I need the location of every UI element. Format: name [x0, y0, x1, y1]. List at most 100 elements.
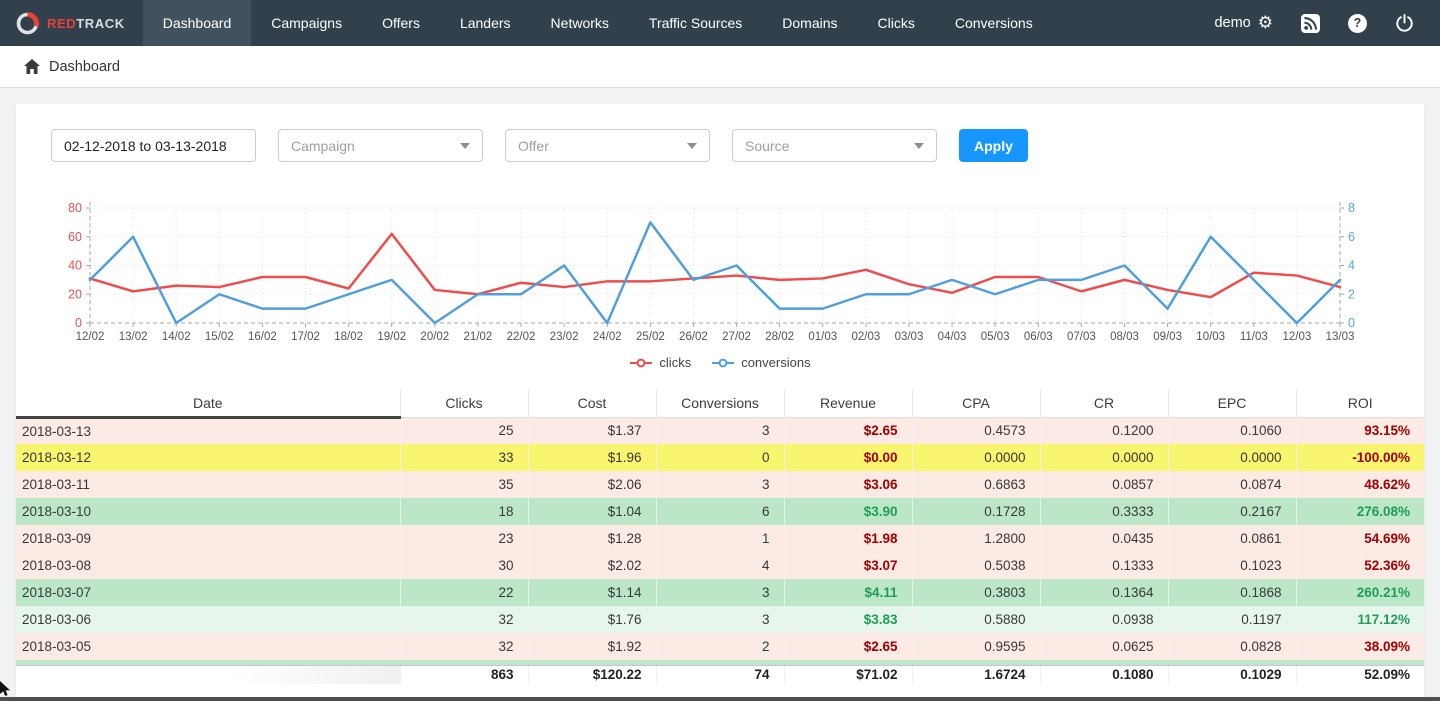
column-header-clicks[interactable]: Clicks: [400, 390, 528, 417]
cell-conversions: 74: [656, 665, 784, 684]
cell-epc: 0.1868: [1168, 579, 1296, 606]
nav-item-clicks[interactable]: Clicks: [858, 0, 935, 46]
cell-conversions: 3: [656, 606, 784, 633]
cell-cr: 0.0938: [1040, 606, 1168, 633]
cell-revenue: $3.90: [784, 498, 912, 525]
campaign-select[interactable]: Campaign: [278, 129, 483, 162]
cell-cost: $1.04: [528, 498, 656, 525]
cell-roi: 276.08%: [1296, 498, 1424, 525]
rss-button[interactable]: [1301, 14, 1320, 33]
column-header-revenue[interactable]: Revenue: [784, 390, 912, 417]
cell-cr: 0.1333: [1040, 552, 1168, 579]
cell-date: 2018-03-05: [16, 633, 400, 660]
svg-text:80: 80: [68, 201, 82, 215]
nav-item-landers[interactable]: Landers: [440, 0, 531, 46]
cell-date: 2018-03-12: [16, 444, 400, 471]
cell-roi: 38.09%: [1296, 633, 1424, 660]
cell-cr: 0.0625: [1040, 633, 1168, 660]
source-select[interactable]: Source: [732, 129, 937, 162]
cell-cpa: 0.1728: [912, 498, 1040, 525]
cell-cpa: 0.3803: [912, 579, 1040, 606]
cell-epc: 0.1023: [1168, 552, 1296, 579]
cell-roi: 93.15%: [1296, 417, 1424, 444]
svg-text:17/02: 17/02: [291, 331, 320, 343]
bottom-scrollbar[interactable]: [0, 697, 1440, 701]
cell-roi: 52.36%: [1296, 552, 1424, 579]
redtrack-logo[interactable]: REDTRACK: [0, 0, 143, 46]
svg-text:11/03: 11/03: [1240, 331, 1268, 343]
user-menu[interactable]: demo ⚙: [1214, 15, 1273, 32]
legend-item-clicks[interactable]: clicks: [629, 355, 691, 370]
cell-cr: 0.3333: [1040, 498, 1168, 525]
offer-select[interactable]: Offer: [505, 129, 710, 162]
chevron-down-icon: [687, 143, 697, 149]
cell-conversions: 2: [656, 633, 784, 660]
column-header-cost[interactable]: Cost: [528, 390, 656, 417]
svg-text:21/02: 21/02: [464, 331, 493, 343]
home-icon[interactable]: [24, 59, 40, 74]
nav-item-dashboard[interactable]: Dashboard: [143, 0, 252, 46]
cell-clicks: 22: [400, 579, 528, 606]
nav-item-campaigns[interactable]: Campaigns: [251, 0, 362, 46]
cell-clicks: 32: [400, 633, 528, 660]
cell-epc: 0.0828: [1168, 633, 1296, 660]
cell-cpa: 0.4573: [912, 417, 1040, 444]
cell-cr: 0.0000: [1040, 444, 1168, 471]
legend-item-conversions[interactable]: conversions: [711, 355, 810, 370]
table-row: 2018-03-0632$1.763$3.830.58800.09380.119…: [16, 606, 1424, 633]
cell-conversions: 3: [656, 417, 784, 444]
cell-conversions: 0: [656, 444, 784, 471]
svg-text:14/02: 14/02: [162, 331, 191, 343]
column-header-roi[interactable]: ROI: [1296, 390, 1424, 417]
column-header-epc[interactable]: EPC: [1168, 390, 1296, 417]
svg-text:20: 20: [68, 287, 82, 301]
svg-text:25/02: 25/02: [636, 331, 665, 343]
svg-text:23/02: 23/02: [550, 331, 579, 343]
apply-button[interactable]: Apply: [959, 129, 1028, 162]
date-range-input[interactable]: [51, 129, 256, 162]
column-header-date[interactable]: Date: [16, 390, 400, 417]
nav-item-networks[interactable]: Networks: [531, 0, 629, 46]
cell-date: 2018-03-11: [16, 471, 400, 498]
cell-date: 2018-03-09: [16, 525, 400, 552]
cell-clicks: 23: [400, 525, 528, 552]
cell-cr: 0.0857: [1040, 471, 1168, 498]
breadcrumb: Dashboard: [0, 46, 1440, 88]
svg-text:18/02: 18/02: [334, 331, 363, 343]
nav-item-conversions[interactable]: Conversions: [935, 0, 1053, 46]
column-header-conversions[interactable]: Conversions: [656, 390, 784, 417]
nav-item-offers[interactable]: Offers: [362, 0, 440, 46]
cell-epc: 0.1060: [1168, 417, 1296, 444]
cell-date: [16, 665, 400, 684]
cell-revenue: $2.65: [784, 633, 912, 660]
rss-icon: [1301, 14, 1320, 33]
logout-button[interactable]: [1395, 14, 1414, 33]
chevron-down-icon: [914, 143, 924, 149]
table-row: 2018-03-0722$1.143$4.110.38030.13640.186…: [16, 579, 1424, 606]
svg-text:16/02: 16/02: [248, 331, 277, 343]
column-header-cpa[interactable]: CPA: [912, 390, 1040, 417]
svg-text:15/02: 15/02: [205, 331, 234, 343]
cell-roi: -100.00%: [1296, 444, 1424, 471]
totals-row: 863$120.2274$71.021.67240.10800.102952.0…: [16, 665, 1424, 684]
help-button[interactable]: ?: [1348, 14, 1367, 33]
svg-text:24/02: 24/02: [593, 331, 622, 343]
svg-text:4: 4: [1348, 259, 1355, 273]
cell-clicks: 18: [400, 498, 528, 525]
cell-date: 2018-03-10: [16, 498, 400, 525]
cell-cost: $2.02: [528, 552, 656, 579]
nav-item-traffic-sources[interactable]: Traffic Sources: [629, 0, 762, 46]
cell-cpa: 1.6724: [912, 665, 1040, 684]
table-row: 2018-03-1018$1.046$3.900.17280.33330.216…: [16, 498, 1424, 525]
cell-date: 2018-03-13: [16, 417, 400, 444]
username-label: demo: [1214, 15, 1250, 31]
top-nav: REDTRACK DashboardCampaignsOffersLanders…: [0, 0, 1440, 46]
cell-date: 2018-03-07: [16, 579, 400, 606]
column-header-cr[interactable]: CR: [1040, 390, 1168, 417]
cell-cr: 0.1080: [1040, 665, 1168, 684]
cell-roi: 48.62%: [1296, 471, 1424, 498]
nav-item-domains[interactable]: Domains: [762, 0, 857, 46]
cell-epc: 0.1029: [1168, 665, 1296, 684]
svg-text:0: 0: [75, 316, 82, 330]
cell-roi: 260.21%: [1296, 579, 1424, 606]
